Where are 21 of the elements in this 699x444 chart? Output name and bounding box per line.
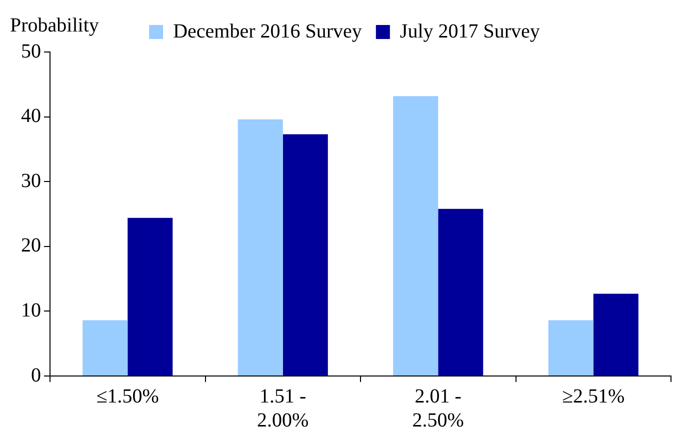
y-axis-title: Probability xyxy=(10,14,99,36)
x-tick-label: 2.01 - 2.50% xyxy=(412,385,464,432)
y-tick-label: 0 xyxy=(31,364,41,386)
bar xyxy=(438,208,484,376)
bar xyxy=(393,96,438,376)
y-tick-label: 10 xyxy=(21,299,41,322)
y-tick-label: 40 xyxy=(21,105,41,128)
y-tick-label: 50 xyxy=(21,40,41,62)
bar xyxy=(238,119,283,376)
x-tick-label: ≤1.50% xyxy=(96,385,159,408)
bar xyxy=(82,320,128,376)
bar xyxy=(593,294,638,376)
bar xyxy=(548,320,594,376)
y-tick-label: 30 xyxy=(21,170,41,192)
y-tick-label: 20 xyxy=(21,234,41,257)
x-tick-label: ≥2.51% xyxy=(562,385,625,408)
x-tick-label: 1.51 - 2.00% xyxy=(257,385,309,432)
bar xyxy=(282,134,328,376)
legend-label: December 2016 Survey xyxy=(173,20,362,42)
bar xyxy=(128,218,173,376)
legend-label: July 2017 Survey xyxy=(400,20,540,42)
